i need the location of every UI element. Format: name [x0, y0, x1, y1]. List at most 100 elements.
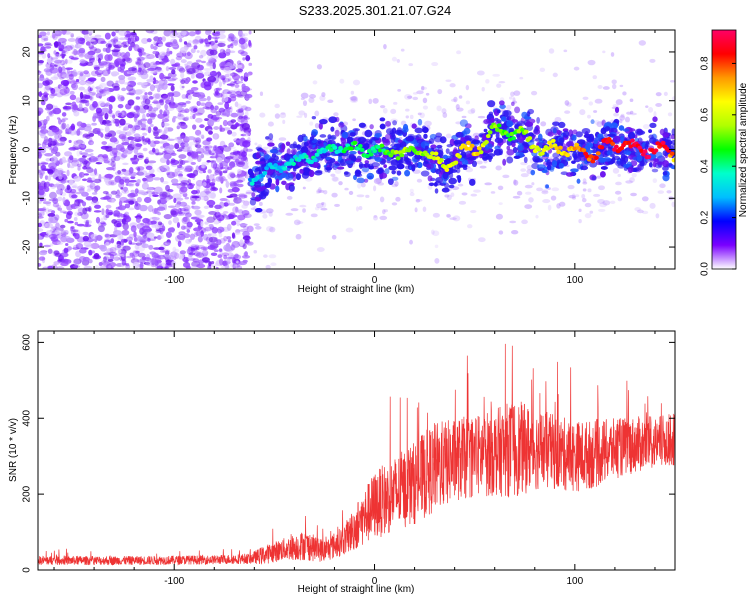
- noise-dot: [217, 102, 224, 105]
- halo-dot: [433, 182, 438, 187]
- noise-dot: [199, 39, 204, 44]
- noise-dot: [202, 233, 209, 241]
- noise-dot: [195, 72, 205, 79]
- noise-dot: [141, 69, 150, 74]
- noise-dot: [217, 229, 222, 234]
- halo-dot: [265, 136, 270, 140]
- faint-dot: [417, 112, 422, 116]
- halo-dot: [627, 166, 634, 173]
- noise-dot: [177, 240, 182, 247]
- noise-dot: [235, 122, 239, 128]
- noise-dot: [152, 45, 158, 50]
- noise-dot: [228, 161, 236, 169]
- noise-dot: [156, 210, 160, 215]
- halo-dot: [445, 148, 450, 154]
- faint-dot: [373, 185, 377, 192]
- noise-dot: [99, 265, 109, 269]
- noise-dot: [117, 94, 125, 102]
- halo-dot: [311, 115, 317, 120]
- faint-dot: [657, 190, 665, 194]
- halo-dot: [358, 122, 366, 128]
- noise-dot: [214, 92, 223, 98]
- noise-dot: [182, 221, 186, 227]
- halo-dot: [572, 129, 578, 135]
- noise-dot: [43, 37, 49, 42]
- noise-dot: [222, 77, 230, 83]
- noise-dot: [83, 70, 89, 75]
- noise-dot: [167, 72, 172, 78]
- noise-dot: [218, 161, 227, 166]
- halo-dot: [442, 154, 448, 160]
- faint-dot: [612, 167, 620, 174]
- noise-dot: [141, 135, 145, 142]
- noise-dot: [147, 186, 154, 194]
- faint-dot: [444, 194, 450, 198]
- noise-dot: [104, 145, 113, 149]
- noise-dot: [186, 61, 193, 65]
- noise-dot: [161, 225, 166, 232]
- noise-dot: [123, 150, 129, 156]
- noise-dot: [100, 76, 106, 83]
- halo-dot: [284, 173, 294, 181]
- faint-dot: [587, 59, 596, 66]
- noise-dot: [219, 127, 226, 132]
- noise-dot: [43, 85, 51, 93]
- noise-dot: [153, 126, 158, 131]
- noise-dot: [126, 92, 135, 96]
- faint-dot: [442, 112, 448, 119]
- noise-dot: [85, 92, 92, 96]
- halo-dot: [581, 128, 591, 135]
- noise-dot: [186, 136, 196, 141]
- faint-dot: [573, 66, 580, 71]
- noise-dot: [72, 184, 79, 189]
- noise-dot: [148, 238, 156, 241]
- noise-dot: [234, 101, 239, 108]
- noise-dot: [62, 196, 66, 204]
- noise-dot: [188, 182, 192, 186]
- faint-dot: [531, 182, 535, 186]
- noise-dot: [231, 220, 237, 226]
- noise-dot: [98, 115, 104, 123]
- noise-dot: [185, 65, 193, 71]
- noise-dot: [183, 204, 191, 212]
- noise-dot: [85, 41, 91, 46]
- noise-dot: [156, 265, 163, 269]
- noise-dot: [50, 109, 57, 114]
- noise-dot: [195, 231, 202, 237]
- ridge-dot: [630, 138, 635, 143]
- ridge-dot: [348, 146, 354, 151]
- ridge-dot: [352, 140, 358, 145]
- noise-dot: [220, 60, 228, 66]
- faint-dot: [308, 94, 317, 99]
- noise-dot: [243, 131, 250, 137]
- noise-dot: [136, 178, 141, 184]
- noise-dot: [73, 203, 78, 207]
- noise-dot: [212, 133, 220, 140]
- faint-dot: [579, 109, 586, 116]
- noise-dot: [217, 254, 223, 259]
- noise-dot: [131, 141, 137, 148]
- noise-dot: [215, 149, 223, 155]
- noise-dot: [140, 72, 149, 80]
- noise-dot: [38, 189, 45, 196]
- noise-dot: [130, 31, 137, 36]
- faint-dot: [619, 119, 623, 124]
- y-tick-label: 0: [22, 146, 33, 152]
- faint-dot: [296, 115, 303, 118]
- noise-dot: [140, 222, 145, 226]
- noise-dot: [167, 205, 177, 209]
- faint-dot: [395, 196, 401, 202]
- noise-dot: [82, 133, 90, 138]
- faint-dot: [400, 48, 405, 52]
- noise-dot: [229, 172, 236, 178]
- noise-dot: [107, 158, 115, 166]
- noise-dot: [170, 41, 179, 47]
- noise-dot: [105, 204, 112, 209]
- noise-dot: [115, 194, 121, 199]
- noise-dot: [154, 256, 162, 263]
- noise-dot: [159, 72, 165, 80]
- noise-dot: [122, 223, 129, 231]
- noise-dot: [133, 44, 140, 52]
- halo-dot: [458, 164, 468, 168]
- noise-dot: [135, 96, 141, 100]
